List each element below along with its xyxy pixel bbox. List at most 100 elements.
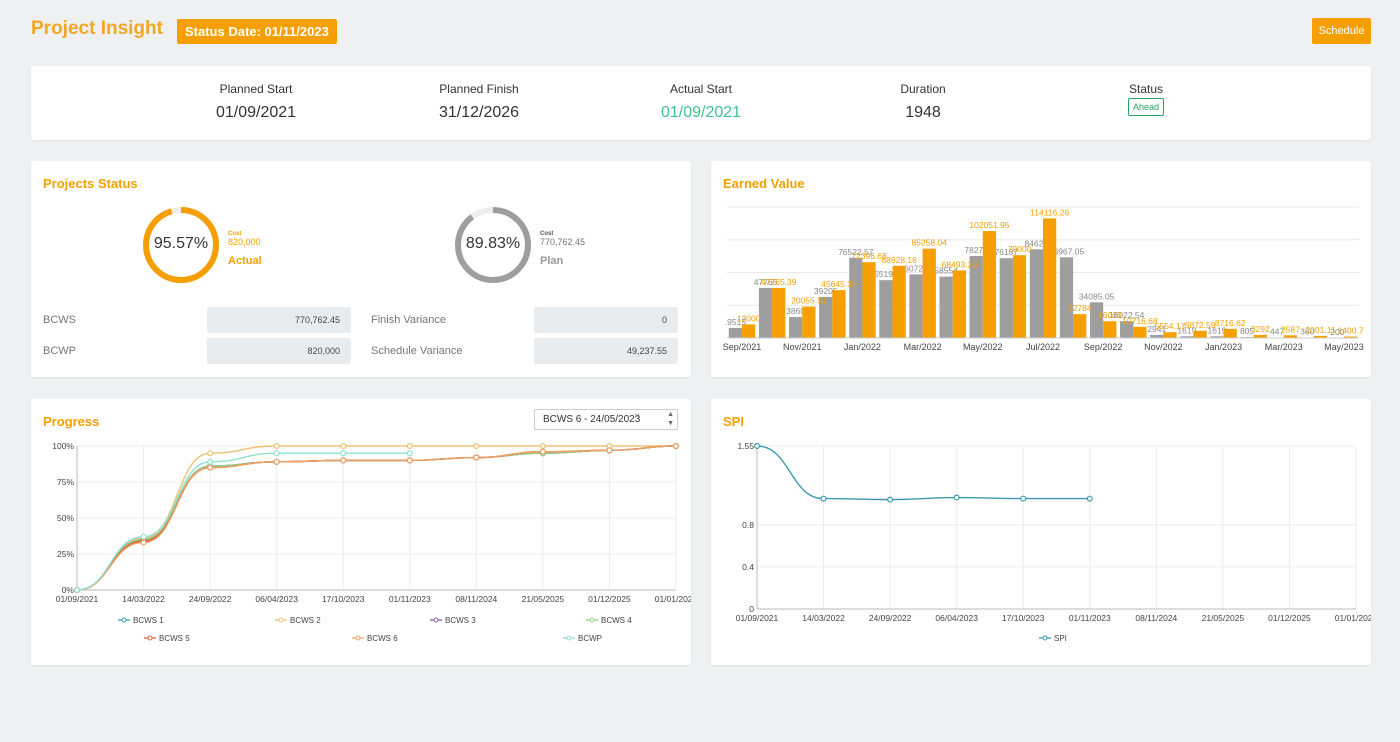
plan-cost-value: 770,762.45: [540, 237, 586, 247]
planned-finish-value: 31/12/2026: [438, 104, 520, 121]
data-point: [887, 496, 894, 503]
actual-cost-label: Cost: [228, 231, 242, 237]
ev-data-label: 85258.04: [912, 238, 948, 248]
ev-data-label: 2941: [1147, 324, 1166, 334]
duration-value: 1948: [905, 104, 941, 121]
ev-data-label: 68928.16: [881, 255, 917, 265]
ev-x-tick-label: Nov/2022: [1144, 342, 1183, 352]
x-tick-label: 24/09/2022: [869, 613, 912, 623]
ev-data-label: 84621: [1025, 238, 1049, 248]
planned-start-label: Planned Start: [219, 82, 293, 96]
clear-icon[interactable]: ×: [634, 411, 640, 422]
ev-bar: [849, 257, 863, 338]
ev-bar: [1253, 334, 1267, 338]
schedule-variance-field: 49,237.55: [534, 338, 678, 364]
data-point: [1086, 495, 1093, 502]
ev-data-label: 16000: [1098, 310, 1122, 320]
ev-data-label: 47765: [754, 277, 778, 287]
schedule-button[interactable]: Schedule: [1312, 18, 1371, 44]
projects-status-title: Projects Status: [43, 176, 138, 191]
ev-bar: [1163, 332, 1177, 338]
x-tick-label: 06/04/2023: [255, 594, 298, 604]
planned-start: Planned Start 01/09/2021: [176, 82, 336, 122]
data-point: [140, 539, 147, 546]
x-tick-label: 24/09/2022: [189, 594, 232, 604]
ev-bar: [1089, 302, 1104, 338]
plan-cost-label: Cost: [540, 231, 554, 237]
bcwp-label: BCWP: [43, 345, 76, 357]
x-tick-label: 17/10/2023: [322, 594, 365, 604]
finish-variance-field: 0: [534, 307, 678, 333]
ev-data-label: 447: [1270, 327, 1284, 337]
data-point: [753, 442, 760, 449]
actual-donut-ring: [143, 207, 219, 283]
actual-meta: Cost 820,000 Actual: [228, 231, 262, 267]
data-point: [473, 454, 480, 461]
progress-title: Progress: [43, 414, 100, 429]
legend-marker: [121, 617, 127, 623]
actual-percent: 95.57%: [153, 235, 209, 252]
planned-finish-label: Planned Finish: [439, 82, 519, 96]
ev-data-label: 68493.20: [942, 259, 978, 269]
ev-bar: [728, 328, 743, 338]
chevron-updown-icon: ▲ ▼: [667, 411, 674, 427]
plan-meta: Cost 770,762.45 Plan: [540, 231, 585, 267]
ev-data-label: 5554.17: [1155, 321, 1186, 331]
status-badge: Ahead: [1127, 98, 1165, 116]
ev-x-tick-label: Mar/2022: [904, 342, 942, 352]
x-tick-label: 01/09/2021: [736, 613, 779, 623]
ev-data-label: 2001.11: [1305, 325, 1335, 335]
legend-label: BCWS 5: [159, 634, 190, 643]
ev-data-label: 47765.39: [761, 277, 797, 287]
ev-bar: [1059, 257, 1074, 338]
ev-bar: [952, 270, 966, 338]
planned-finish: Planned Finish 31/12/2026: [399, 82, 559, 122]
ev-bar: [1180, 336, 1194, 338]
ev-bar: [1283, 335, 1298, 338]
data-point: [820, 495, 827, 502]
data-point: [140, 533, 147, 540]
ev-data-label: 22784: [1068, 303, 1092, 313]
y-tick-label: 25%: [57, 549, 74, 559]
x-tick-label: 01/12/2025: [1268, 613, 1311, 623]
ev-bar: [1120, 321, 1134, 338]
ev-bar: [1150, 334, 1164, 338]
ev-bar: [1193, 330, 1207, 338]
data-point: [340, 442, 347, 449]
ev-data-label: 8716.62: [1215, 318, 1246, 328]
bcws-select[interactable]: BCWS 6 - 24/05/2023 × ▲ ▼: [534, 409, 678, 430]
ev-bar: [909, 274, 923, 338]
legend-marker: [433, 617, 439, 623]
ev-data-label: 1400.7: [1338, 326, 1364, 336]
ev-x-tick-label: Sep/2022: [1084, 342, 1123, 352]
x-tick-label: 01/11/2023: [389, 594, 431, 604]
ev-bar: [788, 317, 803, 338]
ev-bar: [1029, 249, 1043, 338]
ev-bar: [982, 231, 997, 338]
actual-start-value: 01/09/2021: [660, 104, 742, 121]
ev-bar: [1313, 335, 1328, 338]
ev-data-label: 200: [1330, 327, 1344, 337]
x-tick-label: 17/10/2023: [1002, 613, 1045, 623]
ev-data-label: 3860: [786, 306, 805, 316]
y-tick-label: 0.8: [742, 520, 754, 530]
ev-data-label: 3292: [1251, 324, 1270, 334]
ev-data-label: 76187: [994, 247, 1018, 257]
actual-cost-value: 820,000: [228, 237, 261, 247]
ev-data-label: 76967.05: [1049, 246, 1085, 256]
data-point: [606, 447, 613, 454]
ev-data-label: 76522.57: [838, 247, 874, 257]
ev-data-label: 78273: [964, 245, 988, 255]
ev-bar: [1103, 321, 1117, 338]
y-tick-label: 0.4: [742, 562, 754, 572]
plan-name: Plan: [540, 255, 564, 267]
x-tick-label: 21/05/2025: [1202, 613, 1245, 623]
earned-value-chart: .9515 47765 3860 39205 76522.57 55196 60726 585…: [723, 206, 1364, 352]
ev-data-label: 34085.05: [1079, 291, 1115, 301]
data-point: [1020, 495, 1027, 502]
ev-data-label: 72396.68: [851, 251, 887, 261]
ev-bar: [1073, 314, 1087, 338]
x-tick-label: 08/11/2024: [1135, 613, 1177, 623]
data-point: [539, 442, 546, 449]
plan-percent: 89.83%: [465, 235, 521, 252]
